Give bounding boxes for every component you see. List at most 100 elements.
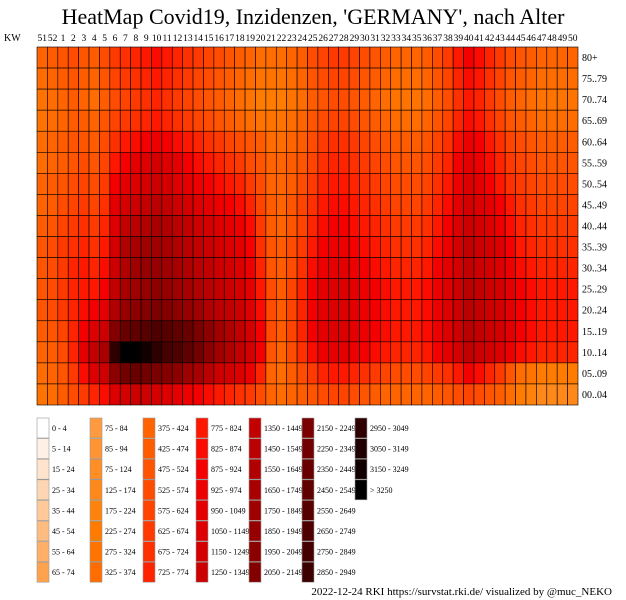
x-tick-label: 8	[133, 34, 138, 44]
legend-swatch	[142, 479, 156, 501]
legend-swatch	[36, 417, 50, 439]
legend-swatch	[301, 417, 315, 439]
legend-label: 2050 - 2149	[264, 568, 303, 577]
x-tick-label: 37	[433, 34, 443, 44]
legend-swatch	[354, 438, 368, 459]
legend-swatch	[36, 520, 50, 542]
legend-swatch	[195, 500, 209, 521]
legend-swatch	[301, 520, 315, 542]
y-tick-label: 35..39	[582, 243, 607, 254]
legend-label: 75 - 124	[105, 465, 132, 474]
legend-label: 625 - 674	[158, 527, 189, 536]
legend-label: 1050 - 1149	[211, 527, 249, 536]
x-tick-label: 51	[37, 34, 47, 44]
x-tick-label: 10	[152, 34, 162, 44]
legend-swatch	[142, 561, 156, 583]
legend-label: 1150 - 1249	[211, 548, 249, 557]
x-tick-label: 28	[339, 34, 349, 44]
x-tick-label: 9	[144, 34, 149, 44]
y-tick-label: 20..24	[582, 306, 607, 317]
y-tick-label: 00..04	[582, 390, 607, 401]
legend-label: > 3250	[370, 486, 393, 495]
legend-swatch	[195, 479, 209, 501]
legend-swatch	[248, 458, 262, 480]
y-tick-label: 75..79	[582, 74, 607, 85]
legend-label: 325 - 374	[105, 568, 136, 577]
legend-swatch	[89, 438, 103, 459]
legend-swatch	[89, 561, 103, 583]
legend-label: 950 - 1049	[211, 506, 246, 515]
x-tick-label: 22	[277, 34, 287, 44]
legend-label: 55 - 64	[52, 548, 75, 557]
legend-label: 575 - 624	[158, 506, 189, 515]
legend-label: 675 - 724	[158, 548, 189, 557]
x-tick-label: 25	[308, 34, 318, 44]
y-tick-label: 60..64	[582, 137, 607, 148]
x-tick-label: 5	[102, 34, 107, 44]
legend-swatch	[354, 458, 368, 480]
y-tick-label: 25..29	[582, 285, 607, 296]
y-tick-label: 80+	[582, 53, 598, 64]
legend-label: 5 - 14	[52, 445, 71, 454]
legend-label: 2550 - 2649	[317, 506, 356, 515]
x-tick-label: 3	[81, 34, 86, 44]
legend-swatch	[142, 417, 156, 439]
legend-swatch	[142, 438, 156, 459]
x-tick-label: 47	[537, 34, 547, 44]
x-tick-label: 15	[204, 34, 214, 44]
legend-swatch	[36, 541, 50, 562]
y-tick-label: 15..19	[582, 327, 607, 338]
x-tick-label: 13	[183, 34, 193, 44]
legend-swatch	[36, 458, 50, 480]
y-tick-label: 65..69	[582, 116, 607, 127]
legend-label: 0 - 4	[52, 424, 67, 433]
legend-swatch	[301, 500, 315, 521]
legend-swatch	[195, 541, 209, 562]
legend-label: 1350 - 1449	[264, 424, 303, 433]
legend-swatch	[142, 500, 156, 521]
x-tick-label: 29	[350, 34, 360, 44]
y-tick-label: 45..49	[582, 200, 607, 211]
x-tick-label: 2	[71, 34, 76, 44]
x-tick-label: 41	[474, 34, 484, 44]
x-tick-label: 16	[214, 34, 224, 44]
x-tick-label: 43	[495, 34, 505, 44]
x-tick-label: 7	[123, 34, 128, 44]
x-tick-label: 38	[443, 34, 453, 44]
x-tick-label: 33	[391, 34, 401, 44]
legend-swatch	[36, 479, 50, 501]
x-tick-label: 26	[318, 34, 328, 44]
legend-swatch	[195, 561, 209, 583]
heatmap-cell	[567, 383, 579, 406]
x-tick-label: 49	[558, 34, 568, 44]
legend-label: 85 - 94	[105, 445, 128, 454]
legend-swatch	[36, 438, 50, 459]
legend-label: 3050 - 3149	[370, 445, 409, 454]
legend-swatch	[89, 541, 103, 562]
y-tick-label: 30..34	[582, 264, 607, 275]
legend-label: 2750 - 2849	[317, 548, 356, 557]
x-tick-label: 45	[516, 34, 526, 44]
legend-label: 75 - 84	[105, 424, 128, 433]
legend-swatch	[89, 417, 103, 439]
x-tick-label: 39	[454, 34, 464, 44]
legend-label: 1650 - 1749	[264, 486, 303, 495]
y-tick-label: 50..54	[582, 179, 607, 190]
legend-swatch	[301, 479, 315, 501]
legend-swatch	[248, 561, 262, 583]
legend-swatch	[301, 561, 315, 583]
legend-label: 45 - 54	[52, 527, 75, 536]
x-tick-label: 52	[48, 34, 58, 44]
x-tick-label: 40	[464, 34, 474, 44]
legend-swatch	[301, 541, 315, 562]
legend-swatch	[248, 479, 262, 501]
x-tick-label: 14	[194, 34, 204, 44]
x-axis-label: KW	[4, 33, 21, 44]
legend-label: 2250 - 2349	[317, 445, 356, 454]
x-tick-label: 18	[235, 34, 245, 44]
legend-label: 1450 - 1549	[264, 445, 303, 454]
legend-swatch	[89, 500, 103, 521]
legend-label: 2450 - 2549	[317, 486, 356, 495]
legend-swatch	[89, 458, 103, 480]
